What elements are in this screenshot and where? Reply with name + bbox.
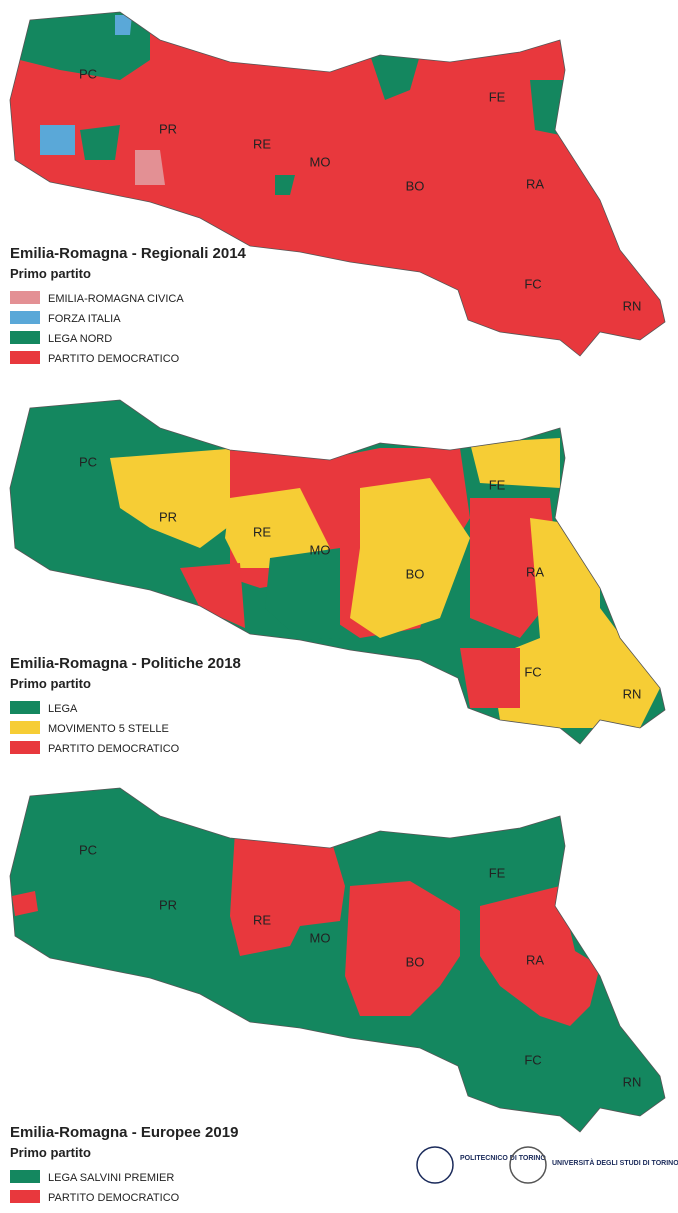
province-label: RN xyxy=(623,1074,642,1089)
municipality-area xyxy=(350,478,470,638)
municipality-area xyxy=(40,125,75,155)
municipality-area xyxy=(265,548,340,640)
map-title: Emilia-Romagna - Regionali 2014 xyxy=(10,245,247,262)
province-label: RA xyxy=(526,176,544,191)
municipality-area xyxy=(370,55,420,100)
municipality-area xyxy=(490,518,660,728)
province-label: PC xyxy=(79,66,97,81)
legend-swatch xyxy=(10,291,40,304)
province-label: MO xyxy=(310,154,331,169)
province-label: RN xyxy=(623,686,642,701)
legend-label: LEGA xyxy=(48,703,78,715)
province-label: PC xyxy=(79,454,97,469)
map-title: Emilia-Romagna - Europee 2019 xyxy=(10,1124,238,1141)
province-label: BO xyxy=(406,178,425,193)
municipality-area xyxy=(12,891,38,916)
legend-label: LEGA SALVINI PREMIER xyxy=(48,1172,174,1184)
province-label: PR xyxy=(159,509,177,524)
province-label: FE xyxy=(489,477,506,492)
map-fill xyxy=(10,400,665,744)
legend-swatch xyxy=(10,331,40,344)
legend-subtitle: Primo partito xyxy=(10,676,91,691)
province-label: RA xyxy=(526,952,544,967)
legend-swatch xyxy=(10,721,40,734)
legend-swatch xyxy=(10,351,40,364)
municipality-area xyxy=(135,150,165,185)
municipality-area xyxy=(470,438,560,488)
province-label: PR xyxy=(159,121,177,136)
legend-label: MOVIMENTO 5 STELLE xyxy=(48,723,169,735)
province-label: MO xyxy=(310,542,331,557)
municipality-area xyxy=(530,80,570,135)
province-label: BO xyxy=(406,566,425,581)
legend-subtitle: Primo partito xyxy=(10,266,91,281)
municipality-area xyxy=(480,886,600,1026)
region-outline xyxy=(9,11,666,357)
province-label: PR xyxy=(159,897,177,912)
province-label: FC xyxy=(524,664,541,679)
municipality-area xyxy=(225,488,330,568)
legend-label: EMILIA-ROMAGNA CIVICA xyxy=(48,293,184,305)
logo-text: POLITECNICO DI TORINO xyxy=(460,1155,546,1162)
logo-emblem xyxy=(416,1146,454,1184)
municipality-area xyxy=(110,448,240,548)
municipality-area xyxy=(115,15,132,35)
map: PC PR RE MO BO FE RA FC RN xyxy=(9,399,666,745)
legend-swatch xyxy=(10,741,40,754)
legend-label: PARTITO DEMOCRATICO xyxy=(48,743,180,755)
map-title: Emilia-Romagna - Politiche 2018 xyxy=(10,655,241,672)
province-label: BO xyxy=(406,954,425,969)
municipality-area xyxy=(275,175,295,195)
province-label: FE xyxy=(489,89,506,104)
province-label: FC xyxy=(524,1052,541,1067)
logo-emblem xyxy=(509,1146,547,1184)
map: PC PR RE MO BO FE RA FC RN xyxy=(9,787,666,1133)
legend-subtitle: Primo partito xyxy=(10,1145,91,1160)
legend-swatch xyxy=(10,1170,40,1183)
legend-swatch xyxy=(10,1190,40,1203)
province-label: FE xyxy=(489,865,506,880)
municipality-area xyxy=(180,563,245,628)
province-label: PC xyxy=(79,842,97,857)
legend-swatch xyxy=(10,311,40,324)
map-fill xyxy=(10,788,665,1132)
legend-label: FORZA ITALIA xyxy=(48,313,121,325)
municipality-area xyxy=(80,125,120,160)
municipality-area xyxy=(345,881,460,1016)
province-label: RE xyxy=(253,912,271,927)
municipality-area xyxy=(230,831,345,956)
region-outline xyxy=(9,787,666,1133)
legend-label: PARTITO DEMOCRATICO xyxy=(48,353,180,365)
legend-label: LEGA NORD xyxy=(48,333,112,345)
province-label: MO xyxy=(310,930,331,945)
logo-text: UNIVERSITÀ DEGLI STUDI DI TORINO xyxy=(552,1158,678,1167)
legend-swatch xyxy=(10,701,40,714)
province-label: RE xyxy=(253,136,271,151)
region-outline xyxy=(9,399,666,745)
municipality-area xyxy=(460,648,520,708)
province-label: RA xyxy=(526,564,544,579)
province-label: FC xyxy=(524,276,541,291)
legend-label: PARTITO DEMOCRATICO xyxy=(48,1192,180,1204)
province-label: RE xyxy=(253,524,271,539)
province-label: RN xyxy=(623,298,642,313)
